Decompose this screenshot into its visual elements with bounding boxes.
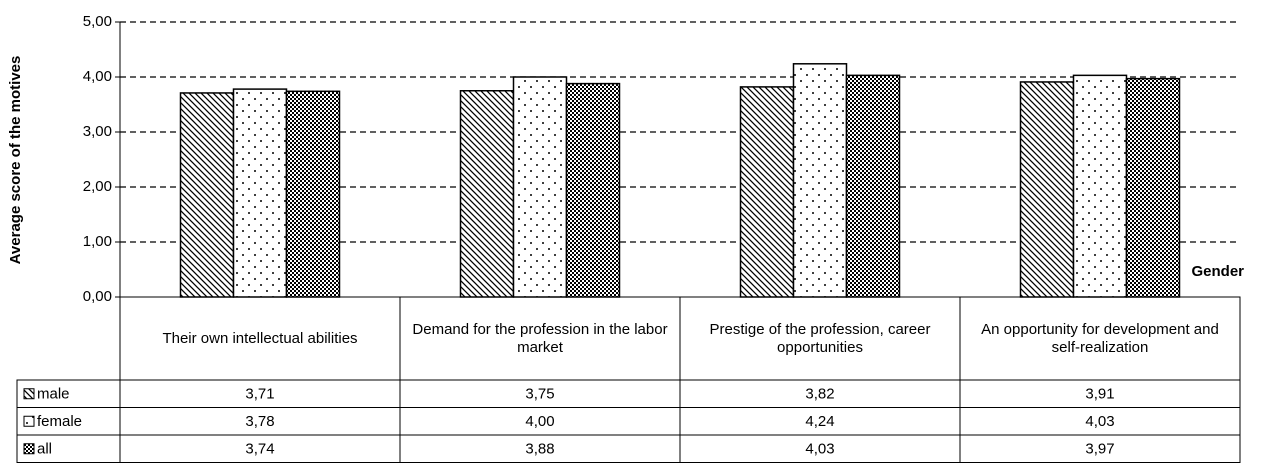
bar: [845, 74, 901, 298]
bar: [565, 82, 621, 298]
data-label: 3,78: [245, 413, 274, 430]
bar: [285, 90, 341, 298]
y-tick-label: 0,00: [83, 288, 112, 305]
legend-key: [23, 415, 35, 427]
data-label: 3,74: [245, 441, 274, 458]
data-label: 3,91: [1085, 386, 1114, 403]
legend-key: [23, 443, 35, 455]
x-tick-label: An opportunity for development and self-…: [981, 320, 1219, 356]
bar: [1072, 74, 1128, 298]
data-label: 3,88: [525, 441, 554, 458]
category-label-box: Prestige of the profession, career oppor…: [709, 320, 931, 356]
data-label: 3,82: [805, 386, 834, 403]
y-tick-label: 2,00: [83, 178, 112, 195]
y-tick-label: 4,00: [83, 68, 112, 85]
category-label-box: Demand for the profession in the labor m…: [412, 320, 668, 356]
legend-label: all: [37, 441, 52, 458]
x-tick-label: Demand for the profession in the labor m…: [412, 320, 668, 356]
bar: [1019, 81, 1075, 298]
x-tick-label: Prestige of the profession, career oppor…: [709, 320, 931, 356]
bar: [739, 86, 795, 298]
data-label: 4,24: [805, 413, 834, 430]
bar: [792, 63, 848, 298]
bar: [459, 90, 515, 298]
x-axis-label: Gender: [1191, 263, 1244, 280]
data-label: 3,75: [525, 386, 554, 403]
data-label: 4,03: [805, 441, 834, 458]
data-label: 3,71: [245, 386, 274, 403]
category-label-box: Their own intellectual abilities: [162, 329, 358, 347]
legend-label: male: [37, 386, 70, 403]
bar: [512, 76, 568, 298]
y-tick-label: 5,00: [83, 13, 112, 30]
legend-key: [23, 388, 35, 400]
category-label-box: An opportunity for development and self-…: [981, 320, 1219, 356]
table-cell: [959, 434, 1241, 463]
bar: [179, 92, 235, 298]
bar: [232, 88, 288, 298]
y-tick-label: 1,00: [83, 233, 112, 250]
data-label: 3,97: [1085, 441, 1114, 458]
data-label: 4,03: [1085, 413, 1114, 430]
legend-label: female: [37, 413, 82, 430]
y-axis-label: Average score of the motives: [7, 56, 24, 265]
y-tick-label: 3,00: [83, 123, 112, 140]
x-tick-label: Their own intellectual abilities: [162, 329, 358, 347]
data-label: 4,00: [525, 413, 554, 430]
bar: [1125, 77, 1181, 298]
